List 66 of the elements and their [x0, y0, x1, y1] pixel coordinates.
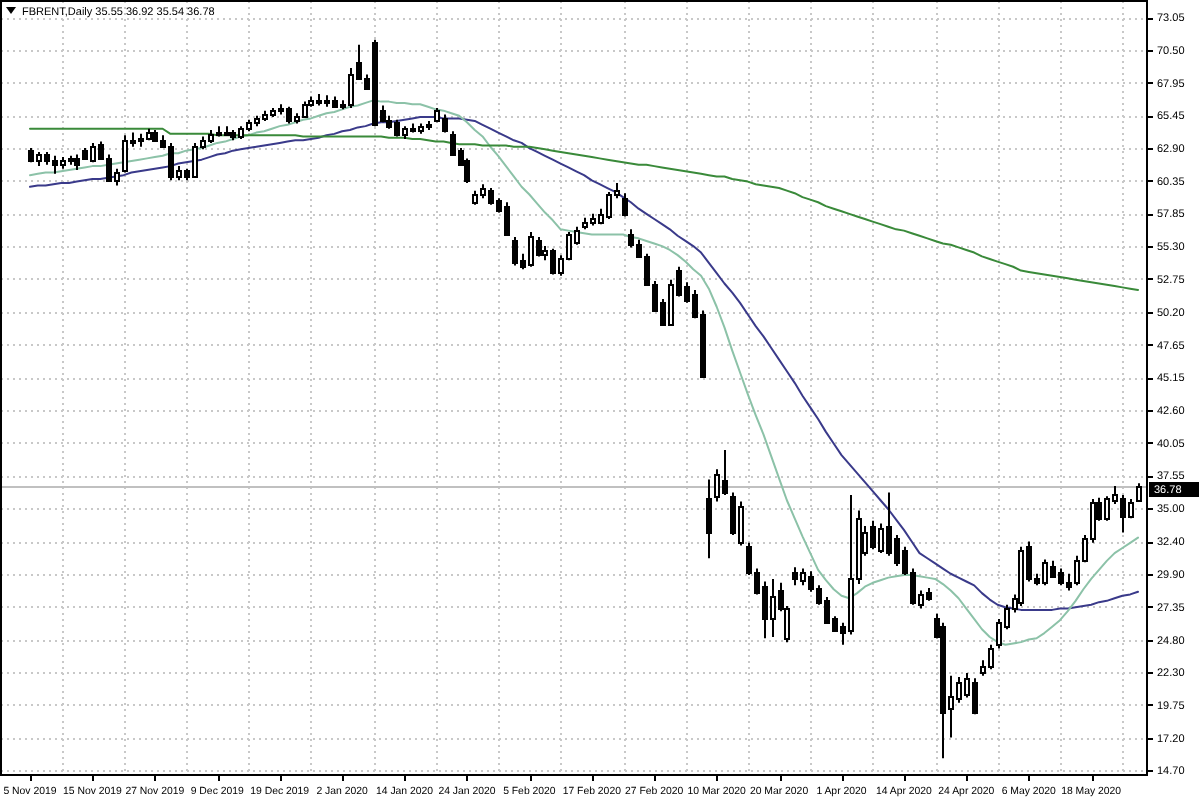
candlestick: [230, 129, 236, 142]
candlestick: [372, 38, 378, 128]
candlestick: [146, 127, 152, 142]
candlestick: [402, 125, 408, 141]
candlestick: [224, 125, 230, 137]
candlestick: [238, 125, 244, 141]
candlestick: [622, 192, 628, 218]
candlestick: [722, 448, 728, 497]
candlestick: [1042, 558, 1048, 587]
candlestick: [940, 621, 946, 760]
candlestick: [1136, 482, 1142, 502]
candlestick: [332, 95, 338, 110]
candlestick: [254, 114, 260, 128]
candlestick: [270, 107, 276, 119]
candlestick: [44, 150, 50, 166]
candlestick: [606, 190, 612, 221]
candlestick: [36, 150, 42, 168]
candlestick: [286, 105, 292, 125]
candlestick: [480, 183, 486, 200]
candlestick: [590, 212, 596, 227]
candlestick: [972, 677, 978, 716]
candlestick: [324, 94, 330, 108]
candlestick: [792, 566, 798, 587]
candlestick: [550, 247, 556, 276]
candlestick: [122, 134, 128, 174]
candlestick: [68, 154, 74, 166]
candlestick: [246, 118, 252, 133]
candlestick: [488, 187, 494, 206]
candlestick: [208, 129, 214, 144]
candlestick: [1120, 494, 1126, 534]
candlestick: [1058, 567, 1064, 587]
candlestick: [90, 141, 96, 164]
candlestick: [316, 92, 322, 107]
candlestick: [74, 153, 80, 171]
line-series: [29, 127, 1139, 291]
candlestick: [262, 109, 268, 122]
candlestick: [504, 201, 510, 237]
candlestick: [582, 216, 588, 231]
candlestick: [442, 113, 448, 134]
candlestick: [410, 122, 416, 134]
candlestick: [418, 122, 424, 135]
candlestick: [800, 567, 806, 587]
candlestick: [926, 586, 932, 602]
candlestick: [1018, 545, 1024, 608]
candlestick: [988, 643, 994, 671]
candlestick: [472, 189, 478, 206]
candlestick: [138, 132, 144, 148]
candlestick: [512, 236, 518, 267]
candlestick: [60, 156, 66, 170]
candlestick: [870, 519, 876, 551]
candlestick: [528, 230, 534, 268]
candlestick: [192, 141, 198, 178]
candlestick: [28, 147, 34, 164]
candlestick: [426, 119, 432, 131]
candlestick: [730, 491, 736, 537]
candlestick: [738, 500, 744, 547]
candlestick: [278, 103, 284, 116]
candlestick: [168, 141, 174, 182]
candlestick: [152, 129, 158, 143]
candlestick: [1050, 559, 1056, 579]
candlestick: [394, 118, 400, 138]
candlestick: [52, 154, 58, 175]
candlestick: [706, 478, 712, 560]
candlestick: [770, 577, 776, 638]
candlestick: [216, 125, 222, 138]
candlestick: [302, 100, 308, 119]
